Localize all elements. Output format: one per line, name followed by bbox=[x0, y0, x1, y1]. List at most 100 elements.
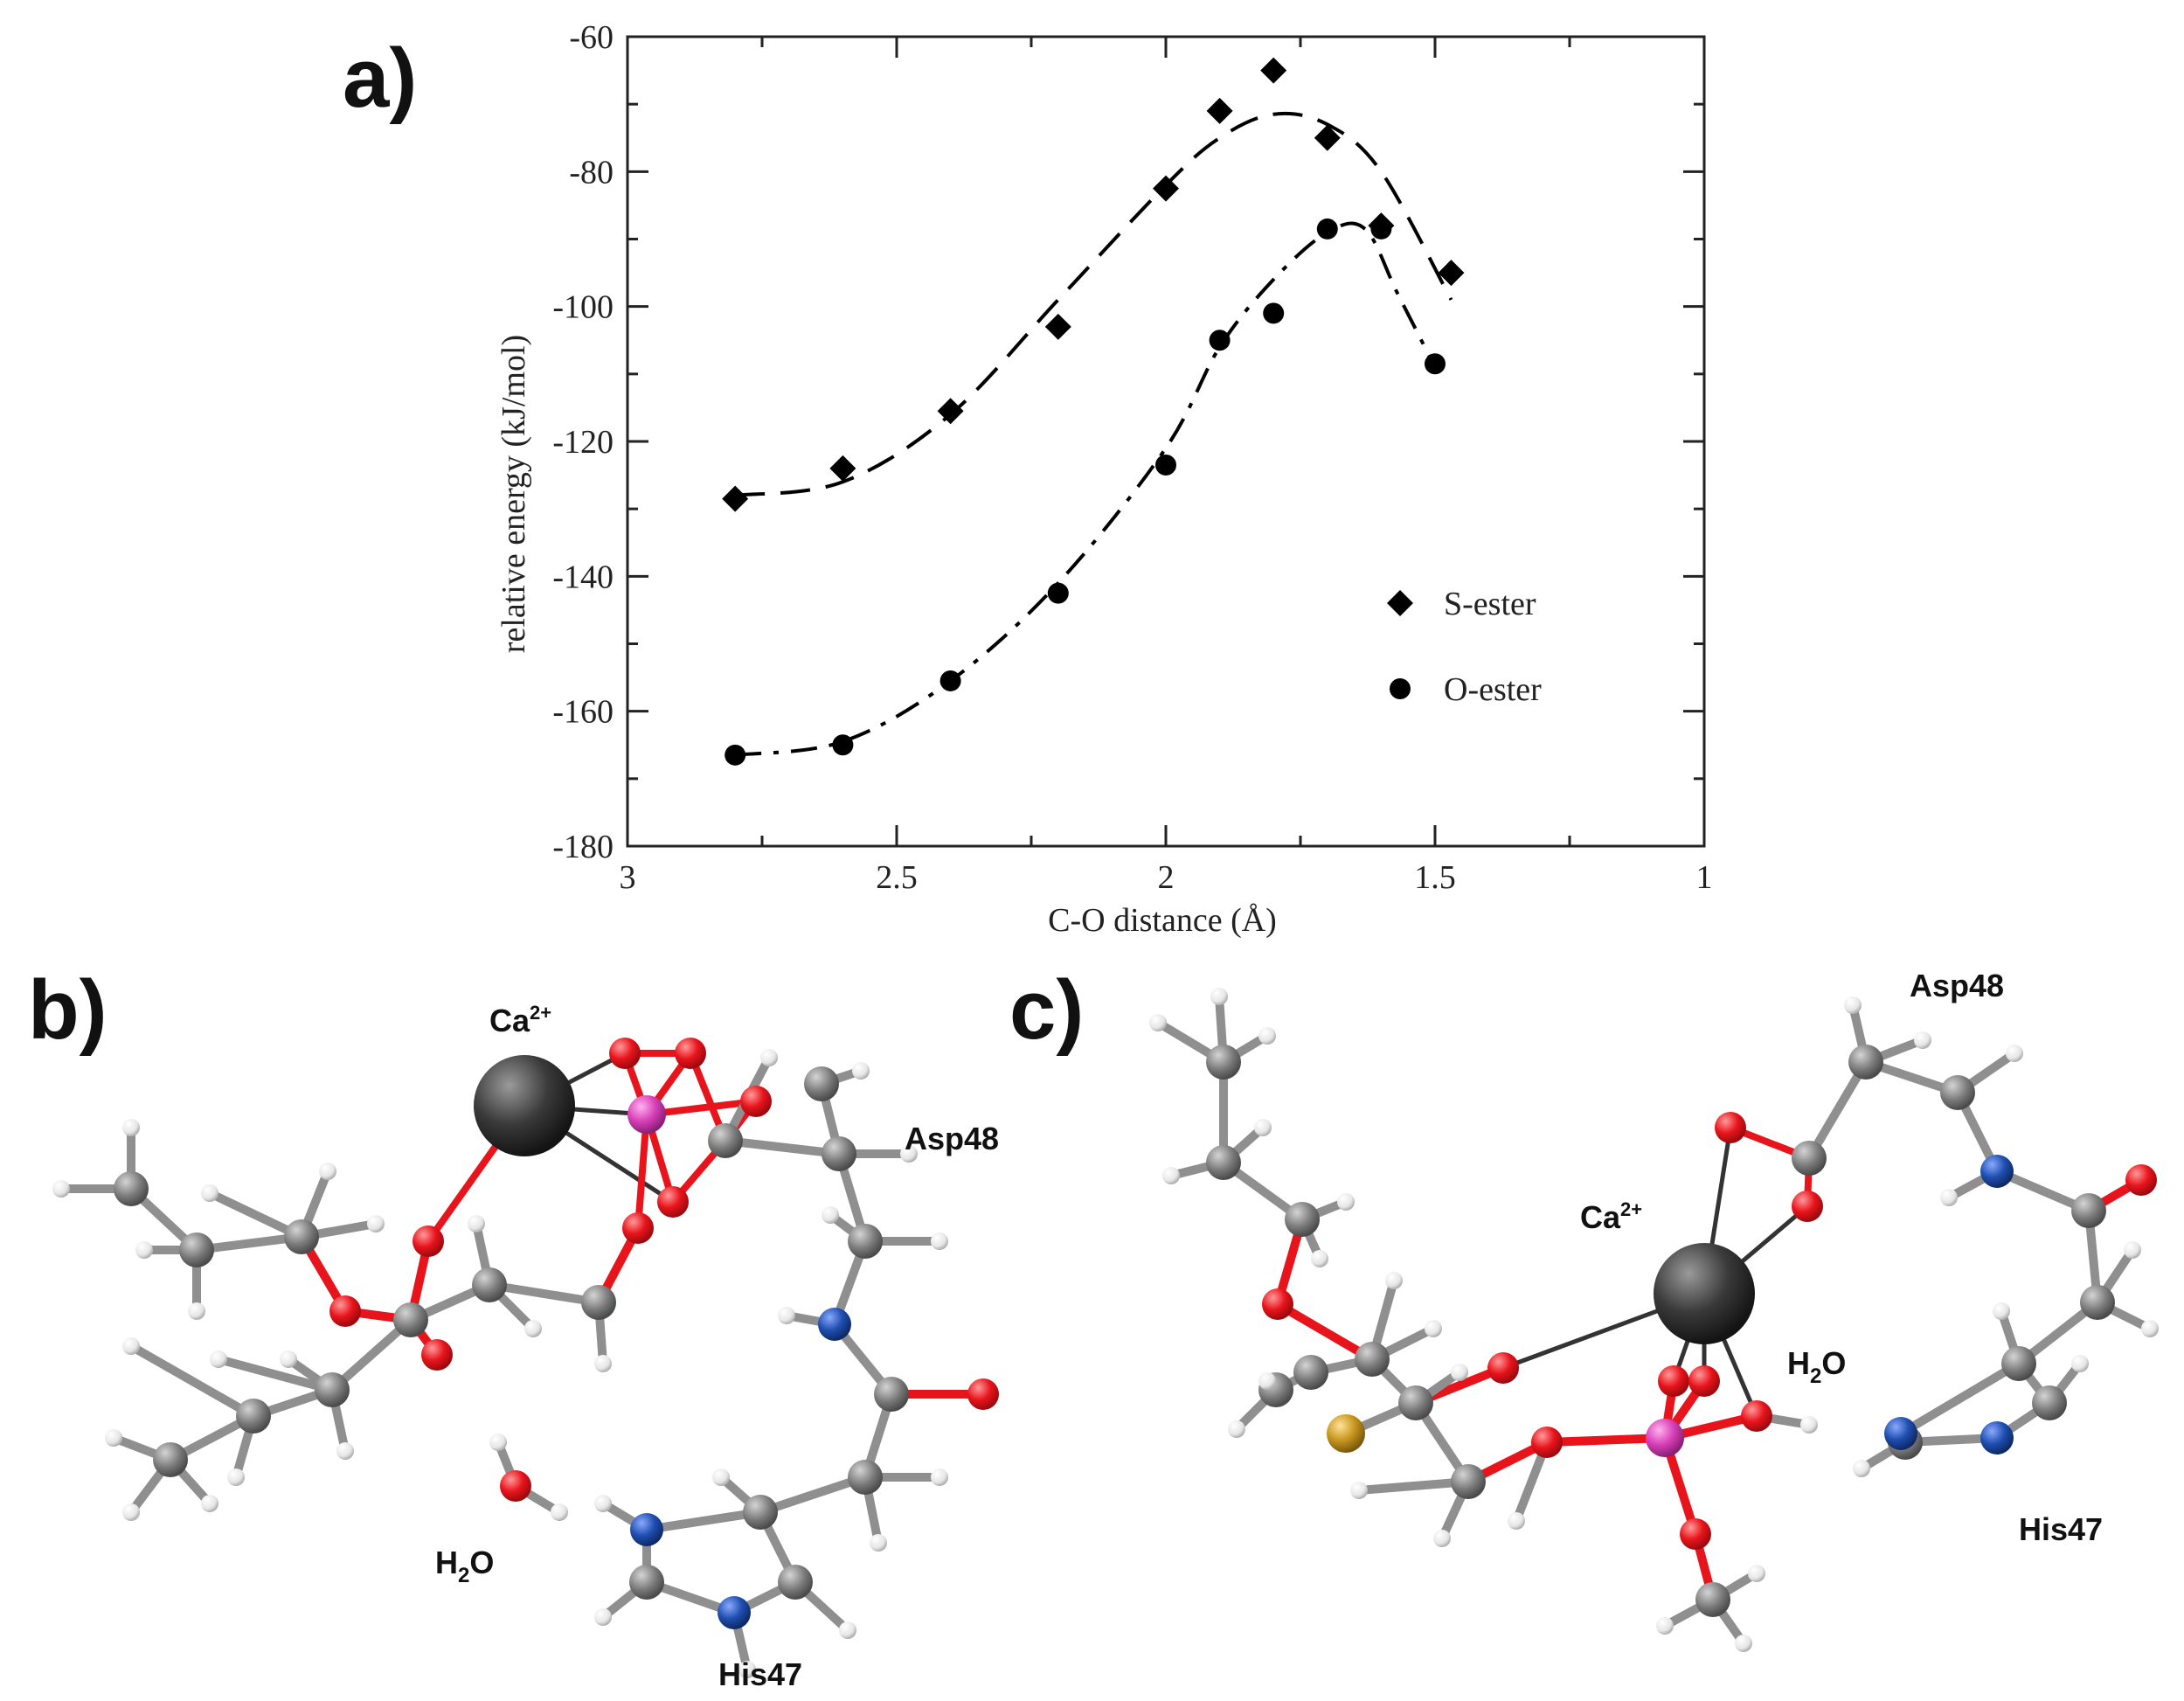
atom-n bbox=[818, 1308, 851, 1341]
atom-c bbox=[2071, 1193, 2106, 1228]
atom-h bbox=[594, 1608, 612, 1626]
atom-h bbox=[122, 1503, 140, 1521]
legend-marker-o-ester bbox=[1390, 678, 1411, 699]
atom-c bbox=[153, 1442, 188, 1477]
atom-h bbox=[712, 1468, 730, 1486]
point-s-ester bbox=[1206, 97, 1233, 124]
atom-h bbox=[594, 1355, 612, 1372]
point-o-ester bbox=[1047, 582, 1069, 604]
atom-c bbox=[848, 1224, 883, 1259]
atom-h bbox=[122, 1119, 140, 1136]
fit-line-o-ester bbox=[734, 221, 1437, 757]
bond bbox=[756, 1473, 870, 1517]
atom-h bbox=[1748, 1565, 1765, 1582]
point-o-ester bbox=[1316, 218, 1338, 240]
atom-c bbox=[472, 1267, 507, 1302]
bond bbox=[214, 1355, 336, 1394]
atom-h bbox=[1258, 1027, 1276, 1045]
y-tick-label: -120 bbox=[552, 424, 614, 461]
atom-o bbox=[1262, 1288, 1293, 1320]
y-tick-label: -180 bbox=[552, 829, 614, 865]
bond bbox=[328, 1316, 415, 1394]
x-tick-label: 1 bbox=[1696, 859, 1713, 896]
atom-h bbox=[1914, 1031, 1931, 1049]
atom-h bbox=[1385, 1272, 1403, 1289]
point-o-ester bbox=[1155, 455, 1176, 476]
atom-h bbox=[1735, 1635, 1752, 1652]
atom-n bbox=[718, 1596, 751, 1629]
point-o-ester bbox=[1370, 218, 1392, 240]
atom-c bbox=[284, 1219, 319, 1254]
atom-n bbox=[1980, 1421, 2014, 1455]
x-tick-label: 2 bbox=[1158, 859, 1175, 896]
atom-h bbox=[367, 1215, 385, 1232]
atom-o bbox=[500, 1470, 531, 1502]
x-tick-label: 2.5 bbox=[876, 859, 918, 896]
atom-o bbox=[967, 1378, 999, 1410]
bond bbox=[485, 1281, 603, 1307]
atom-c bbox=[315, 1372, 350, 1407]
atom-h bbox=[135, 1241, 153, 1259]
atom-n bbox=[1980, 1155, 2014, 1188]
legend-label-o-ester: O-ester bbox=[1444, 671, 1542, 708]
panel-label-a: a) bbox=[343, 31, 418, 125]
atom-o bbox=[609, 1038, 641, 1069]
atom-o bbox=[1487, 1352, 1519, 1384]
label-b-asp48: Asp48 bbox=[905, 1121, 999, 1156]
atom-c bbox=[393, 1302, 428, 1337]
bond bbox=[642, 1508, 765, 1534]
atom-h bbox=[551, 1503, 568, 1521]
atom-c bbox=[874, 1377, 909, 1412]
bond bbox=[1355, 1477, 1473, 1495]
atom-h bbox=[931, 1468, 948, 1486]
atom-h bbox=[1656, 1617, 1674, 1635]
atom-h bbox=[468, 1215, 485, 1232]
point-o-ester bbox=[1263, 302, 1285, 324]
atom-c bbox=[1695, 1582, 1730, 1617]
atom-h bbox=[227, 1468, 245, 1486]
point-o-ester bbox=[832, 734, 854, 756]
atom-o bbox=[1680, 1518, 1711, 1550]
bond bbox=[1805, 1058, 1870, 1163]
mol-b-atoms bbox=[52, 1038, 999, 1678]
atom-h bbox=[778, 1307, 795, 1324]
bond bbox=[1543, 1434, 1669, 1447]
atom-c bbox=[1293, 1355, 1328, 1390]
bond bbox=[721, 1136, 843, 1158]
atom-h bbox=[122, 1337, 140, 1355]
tick-labels: 3 2.5 2 1.5 1 -180 -160 -140 -120 -100 -80 -60 bbox=[552, 19, 1712, 896]
atom-o bbox=[1658, 1365, 1689, 1397]
point-o-ester bbox=[725, 744, 746, 766]
atom-h bbox=[931, 1232, 948, 1250]
label-b-ca-ion: Ca2+ bbox=[489, 1002, 551, 1038]
atom-o bbox=[1531, 1427, 1563, 1458]
x-tick-label: 1.5 bbox=[1414, 859, 1456, 896]
atom-o bbox=[2125, 1164, 2157, 1196]
label-c-ca-ion: Ca2+ bbox=[1580, 1198, 1642, 1235]
panel-label-c: c) bbox=[1009, 963, 1085, 1057]
atom-c bbox=[114, 1171, 149, 1206]
y-tick-label: -60 bbox=[569, 19, 614, 56]
molecule-c bbox=[1149, 988, 2159, 1652]
atom-h bbox=[201, 1495, 218, 1512]
atom-o bbox=[740, 1086, 772, 1117]
atom-h bbox=[1258, 1372, 1276, 1390]
atom-c bbox=[1398, 1385, 1433, 1420]
point-s-ester bbox=[1044, 313, 1071, 340]
atom-c bbox=[629, 1565, 664, 1600]
mol-c-atoms bbox=[1149, 988, 2159, 1652]
atom-c bbox=[179, 1232, 214, 1267]
point-o-ester bbox=[1425, 353, 1446, 375]
bond bbox=[192, 1232, 306, 1254]
atom-h bbox=[1940, 1189, 1958, 1206]
bond bbox=[1896, 1359, 2023, 1438]
atom-o bbox=[1741, 1400, 1772, 1432]
label-b-water: H2O bbox=[435, 1545, 494, 1587]
atom-h bbox=[524, 1320, 542, 1337]
atom-h bbox=[1337, 1193, 1355, 1211]
atom-s bbox=[1327, 1414, 1365, 1453]
atom-c bbox=[1940, 1075, 1975, 1110]
atom-h bbox=[900, 1145, 918, 1163]
atom-o bbox=[1688, 1365, 1720, 1397]
